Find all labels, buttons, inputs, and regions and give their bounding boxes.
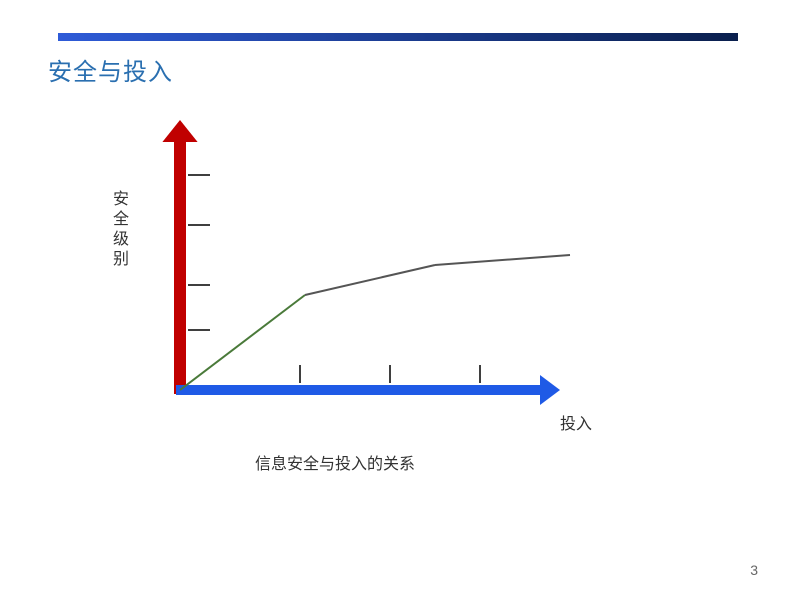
curve-segment bbox=[435, 255, 570, 265]
header-rule bbox=[58, 28, 738, 36]
page-number: 3 bbox=[750, 562, 758, 578]
y-axis-label: 安 全 级 别 bbox=[112, 190, 130, 270]
curve-segment bbox=[180, 295, 305, 390]
x-axis-label: 投入 bbox=[560, 410, 592, 434]
x-axis-arrow-icon bbox=[540, 375, 560, 405]
chart-caption: 信息安全与投入的关系 bbox=[255, 450, 415, 474]
curve-segment bbox=[305, 265, 435, 295]
slide-title: 安全与投入 bbox=[48, 52, 173, 87]
chart-area: 安 全 级 别 投入 信息安全与投入的关系 bbox=[140, 110, 660, 490]
y-axis-arrow-icon bbox=[162, 120, 197, 142]
